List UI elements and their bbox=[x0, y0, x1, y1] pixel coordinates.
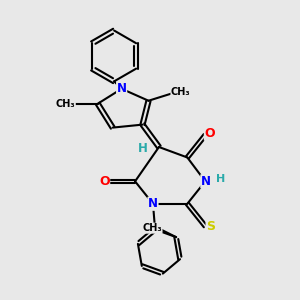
Text: CH₃: CH₃ bbox=[142, 223, 162, 233]
Text: CH₃: CH₃ bbox=[56, 99, 75, 109]
Text: O: O bbox=[99, 175, 110, 188]
Text: H: H bbox=[138, 142, 148, 155]
Text: S: S bbox=[206, 220, 215, 232]
Text: N: N bbox=[148, 197, 158, 210]
Text: N: N bbox=[201, 175, 211, 188]
Text: CH₃: CH₃ bbox=[171, 87, 190, 97]
Text: O: O bbox=[204, 127, 215, 140]
Text: H: H bbox=[216, 174, 225, 184]
Text: N: N bbox=[117, 82, 127, 95]
